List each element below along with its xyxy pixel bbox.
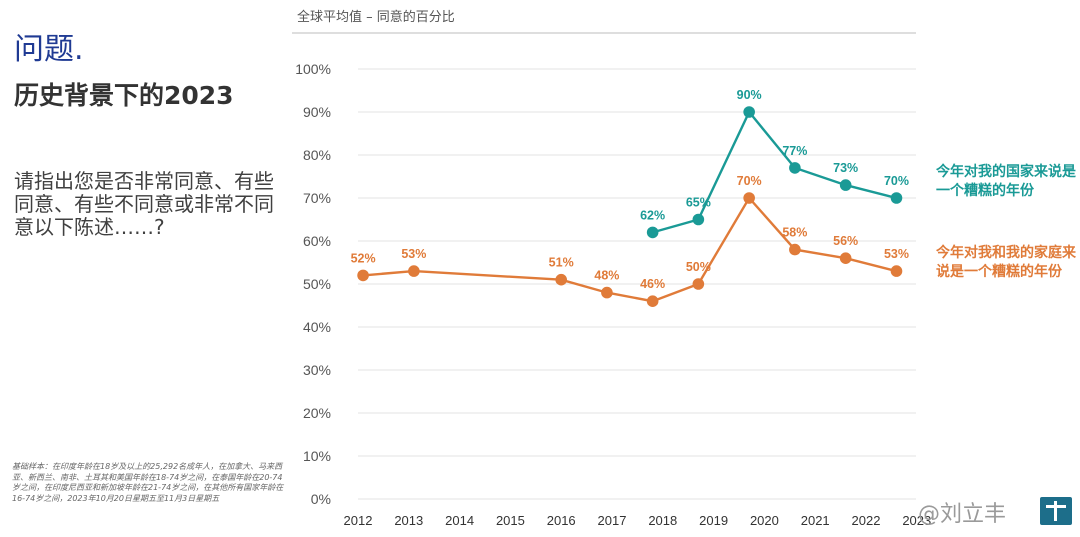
data-label: 70% — [884, 174, 909, 188]
data-point — [743, 192, 755, 204]
legend-country: 今年对我的国家来说是一个糟糕的年份 — [936, 164, 1076, 199]
gridlines — [358, 68, 916, 500]
data-label: 46% — [640, 277, 665, 291]
x-tick-label: 2014 — [445, 513, 474, 528]
y-tick-label: 60% — [303, 233, 331, 249]
y-axis-ticks: 0% 10% 20% 30% 40% 50% 60% 70% 80% 90% 100% — [295, 61, 331, 507]
page-title: 历史背景下的2023 — [14, 81, 234, 110]
y-tick-label: 90% — [303, 104, 331, 120]
data-label: 53% — [401, 247, 426, 261]
x-tick-label: 2020 — [750, 513, 779, 528]
question-heading: 问题. — [14, 32, 84, 67]
x-axis-ticks: 2012 2013 2014 2015 2016 2017 2018 2019 2020 2021… — [344, 513, 932, 528]
data-point — [839, 179, 852, 191]
sample-footnote: 基础样本：在印度年龄在18岁及以上的25,292名成年人，在加拿大、马来西亚、新… — [12, 462, 284, 503]
series-line — [652, 109, 897, 234]
data-label: 56% — [833, 234, 858, 248]
y-tick-label: 0% — [311, 491, 331, 507]
data-point — [692, 213, 705, 226]
legend-family: 今年对我和我的家庭来说是一个糟糕的年份 — [936, 245, 1076, 280]
x-tick-label: 2016 — [547, 513, 576, 528]
data-label: 50% — [686, 260, 711, 274]
x-tick-label: 2019 — [699, 513, 728, 528]
data-point — [743, 106, 755, 118]
series-line — [362, 195, 897, 303]
x-tick-label: 2017 — [598, 513, 627, 528]
data-label: 62% — [640, 208, 665, 222]
y-tick-label: 20% — [303, 405, 331, 421]
data-label: 52% — [351, 251, 376, 265]
y-tick-label: 80% — [303, 147, 331, 163]
data-label: 51% — [549, 256, 574, 270]
y-tick-label: 10% — [303, 448, 331, 464]
data-point — [646, 295, 659, 308]
data-label: 48% — [594, 269, 619, 283]
data-label: 70% — [737, 174, 762, 188]
x-tick-label: 2013 — [394, 513, 423, 528]
data-label: 53% — [884, 247, 909, 261]
data-point — [692, 278, 705, 290]
series-country: 62% 65% 90% 77% 73% 70% — [640, 88, 909, 239]
y-tick-label: 40% — [303, 319, 331, 335]
data-point — [357, 269, 369, 282]
brand-logo — [1040, 497, 1072, 525]
watermark-text: @刘立丰 — [918, 502, 1007, 527]
data-label: 73% — [833, 161, 858, 175]
data-point — [646, 226, 659, 239]
data-point — [601, 286, 613, 299]
data-label: 58% — [782, 226, 807, 240]
data-label: 77% — [782, 144, 807, 158]
survey-prompt: 请指出您是否非常同意、有些同意、有些不同意或非常不同意以下陈述……? — [14, 169, 274, 239]
series-family: 52% 53% 51% 48% 46% 50% 70% 58% 56% 53% — [351, 174, 909, 308]
data-point — [890, 192, 903, 204]
x-tick-label: 2023 — [902, 513, 931, 528]
data-point — [789, 243, 801, 256]
data-point — [408, 265, 420, 277]
y-tick-label: 30% — [303, 362, 331, 378]
x-tick-label: 2015 — [496, 513, 525, 528]
data-point — [555, 273, 567, 286]
x-tick-label: 2021 — [801, 513, 830, 528]
x-tick-label: 2018 — [648, 513, 677, 528]
data-label: 65% — [686, 196, 711, 210]
data-point — [789, 162, 801, 174]
data-label: 90% — [737, 88, 762, 102]
x-tick-label: 2012 — [344, 513, 373, 528]
chart-series: 62%65%90%77%73%70%52% 53%51%48%46%50%70%5… — [351, 88, 909, 308]
data-point — [839, 252, 852, 264]
chart-title: 全球平均值 – 同意的百分比 — [297, 9, 455, 25]
y-tick-label: 50% — [303, 276, 331, 292]
y-tick-label: 70% — [303, 190, 331, 206]
x-tick-label: 2022 — [852, 513, 881, 528]
y-tick-label: 100% — [295, 61, 331, 77]
data-point — [890, 265, 903, 277]
